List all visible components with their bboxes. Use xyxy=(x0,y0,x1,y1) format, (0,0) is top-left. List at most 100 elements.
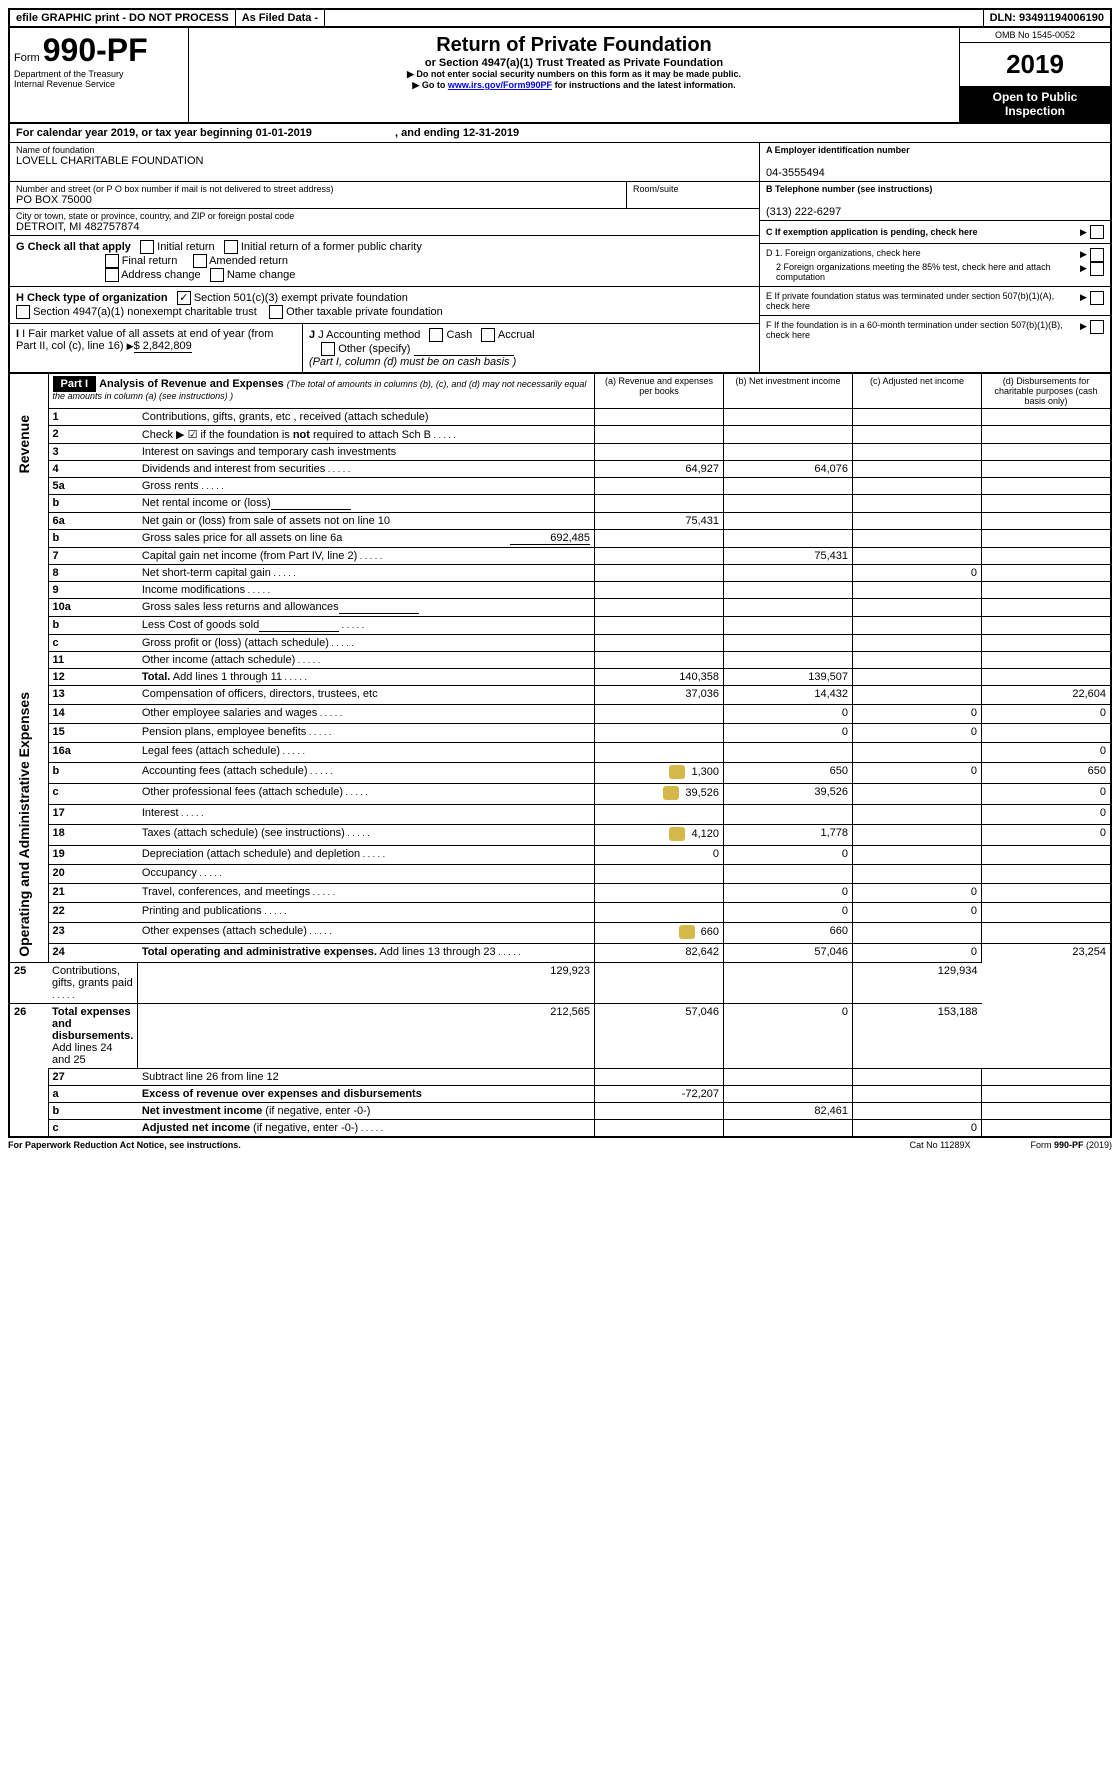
checkbox-4947[interactable] xyxy=(16,305,30,319)
cell-c: 0 xyxy=(724,1004,853,1069)
cell-d xyxy=(982,513,1112,530)
cell-c xyxy=(853,824,982,845)
checkbox-other-taxable[interactable] xyxy=(269,305,283,319)
line-c: cAdjusted net income (if negative, enter… xyxy=(9,1120,1111,1138)
cell-c xyxy=(853,1103,982,1120)
cell-a xyxy=(595,582,724,599)
cell-a xyxy=(595,1120,724,1138)
line-b: bNet rental income or (loss) xyxy=(9,495,1111,513)
cell-a: 75,431 xyxy=(595,513,724,530)
cell-c: 0 xyxy=(853,1120,982,1138)
form-title: Return of Private Foundation xyxy=(195,34,953,57)
line-15: 15Pension plans, employee benefits . . .… xyxy=(9,724,1111,743)
line-number: 17 xyxy=(48,805,138,824)
line-label: Other expenses (attach schedule) . . . .… xyxy=(138,922,595,943)
checkbox-amended[interactable] xyxy=(193,254,207,268)
cell-d: 22,604 xyxy=(982,686,1112,705)
cell-b xyxy=(724,635,853,652)
checkbox-c[interactable] xyxy=(1090,225,1104,239)
irs-link[interactable]: www.irs.gov/Form990PF xyxy=(448,80,552,90)
line-label: Dividends and interest from securities .… xyxy=(138,461,595,478)
line-label: Less Cost of goods sold . . . . . xyxy=(138,617,595,635)
cell-a xyxy=(595,1103,724,1120)
section-g: G Check all that apply Initial return In… xyxy=(10,236,759,287)
ssn-note: Do not enter social security numbers on … xyxy=(416,69,741,79)
line-1: Revenue1Contributions, gifts, grants, et… xyxy=(9,409,1111,426)
cell-d: 650 xyxy=(982,762,1112,783)
cell-d xyxy=(982,1103,1112,1120)
line-4: 4Dividends and interest from securities … xyxy=(9,461,1111,478)
cell-c xyxy=(853,922,982,943)
cell-a: 660 xyxy=(595,922,724,943)
schedule-icon[interactable] xyxy=(669,827,685,841)
line-2: 2Check ▶ ☑ if the foundation is not requ… xyxy=(9,426,1111,444)
fmv-value: $ 2,842,809 xyxy=(134,340,192,353)
checkbox-initial[interactable] xyxy=(140,240,154,254)
cell-a xyxy=(595,743,724,762)
checkbox-other-method[interactable] xyxy=(321,342,335,356)
line-11: 11Other income (attach schedule) . . . .… xyxy=(9,652,1111,669)
cell-a xyxy=(595,865,724,884)
line-24: 24Total operating and administrative exp… xyxy=(9,944,1111,963)
cell-d: 0 xyxy=(982,705,1112,724)
section-h: H Check type of organization Section 501… xyxy=(10,287,759,324)
checkbox-initial-former[interactable] xyxy=(224,240,238,254)
checkbox-cash[interactable] xyxy=(429,328,443,342)
cell-b xyxy=(724,652,853,669)
cell-b: 39,526 xyxy=(724,784,853,805)
line-number: 27 xyxy=(48,1069,138,1086)
schedule-icon[interactable] xyxy=(663,786,679,800)
line-26: 26Total expenses and disbursements. Add … xyxy=(9,1004,1111,1069)
line-5a: 5aGross rents . . . . . xyxy=(9,478,1111,495)
checkbox-d2[interactable] xyxy=(1090,262,1104,276)
phone-label: B Telephone number (see instructions) xyxy=(766,184,1104,194)
line-number: 15 xyxy=(48,724,138,743)
line-9: 9Income modifications . . . . . xyxy=(9,582,1111,599)
cell-c xyxy=(853,1086,982,1103)
tax-year: 2019 xyxy=(960,43,1110,86)
cell-b xyxy=(724,805,853,824)
line-10a: 10aGross sales less returns and allowanc… xyxy=(9,599,1111,617)
checkbox-e[interactable] xyxy=(1090,291,1104,305)
checkbox-final[interactable] xyxy=(105,254,119,268)
line-number: 26 xyxy=(9,1004,48,1069)
checkbox-accrual[interactable] xyxy=(481,328,495,342)
checkbox-f[interactable] xyxy=(1090,320,1104,334)
cell-b: 0 xyxy=(724,846,853,865)
line-number: b xyxy=(48,495,138,513)
filer-left: Name of foundation LOVELL CHARITABLE FOU… xyxy=(10,143,759,372)
line-label: Printing and publications . . . . . xyxy=(138,903,595,922)
checkbox-address[interactable] xyxy=(105,268,119,282)
cell-a xyxy=(595,617,724,635)
cell-b xyxy=(724,409,853,426)
cell-b: 0 xyxy=(724,724,853,743)
dln-cell: DLN: 93491194006190 xyxy=(983,10,1110,26)
cell-c: 0 xyxy=(853,903,982,922)
checkbox-name[interactable] xyxy=(210,268,224,282)
cell-c xyxy=(853,409,982,426)
line-label: Taxes (attach schedule) (see instruction… xyxy=(138,824,595,845)
checkbox-d1[interactable] xyxy=(1090,248,1104,262)
cell-c xyxy=(853,478,982,495)
line-7: 7Capital gain net income (from Part IV, … xyxy=(9,548,1111,565)
cell-a xyxy=(595,884,724,903)
line-number: 22 xyxy=(48,903,138,922)
cell-d xyxy=(982,444,1112,461)
checkbox-501c3[interactable] xyxy=(177,291,191,305)
line-21: 21Travel, conferences, and meetings . . … xyxy=(9,884,1111,903)
top-bar: efile GRAPHIC print - DO NOT PROCESS As … xyxy=(8,8,1112,26)
cell-b xyxy=(724,1086,853,1103)
line-label: Occupancy . . . . . xyxy=(138,865,595,884)
cell-d xyxy=(982,409,1112,426)
cell-a: 212,565 xyxy=(138,1004,595,1069)
part1-label: Part I xyxy=(53,376,97,392)
cell-d xyxy=(982,1086,1112,1103)
schedule-icon[interactable] xyxy=(669,765,685,779)
addr-label: Number and street (or P O box number if … xyxy=(16,184,620,194)
schedule-icon[interactable] xyxy=(679,925,695,939)
calendar-year-row: For calendar year 2019, or tax year begi… xyxy=(8,122,1112,143)
cell-d xyxy=(982,582,1112,599)
footer-left: For Paperwork Reduction Act Notice, see … xyxy=(8,1140,241,1150)
line-label: Travel, conferences, and meetings . . . … xyxy=(138,884,595,903)
cell-c: 0 xyxy=(853,724,982,743)
